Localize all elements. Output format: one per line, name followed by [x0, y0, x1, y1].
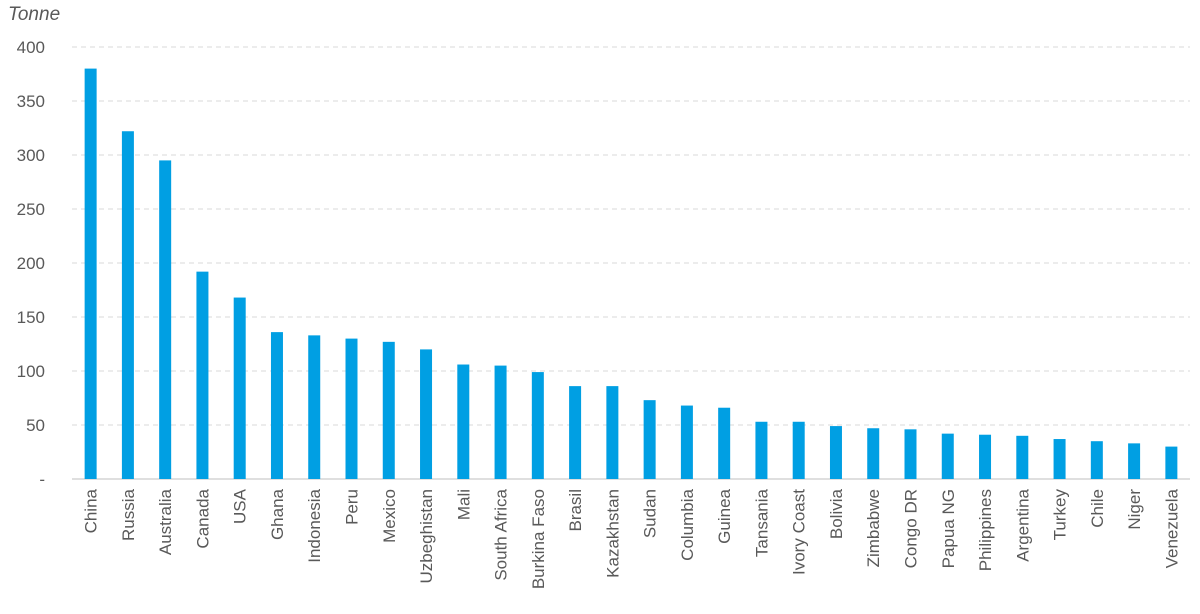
x-category-label: China: [82, 488, 101, 533]
y-axis-unit-label: Tonne: [8, 4, 60, 25]
bar-ivory-coast: [792, 421, 805, 479]
bar-tansania: [755, 421, 768, 479]
bar-indonesia: [308, 335, 321, 479]
x-category-label: Burkina Faso: [529, 489, 548, 589]
bar-usa: [233, 297, 246, 479]
x-category-label: Australia: [156, 488, 175, 555]
bar-australia: [159, 160, 172, 479]
x-category-label: Sudan: [641, 489, 660, 538]
bars: [84, 68, 1178, 480]
y-tick-label: 50: [26, 416, 45, 435]
bar-burkina-faso: [531, 372, 544, 479]
bar-china: [84, 68, 97, 479]
x-category-label: Congo DR: [902, 489, 921, 568]
x-category-label: Canada: [193, 488, 212, 548]
x-category-label: Turkey: [1051, 489, 1070, 541]
x-category-label: USA: [231, 488, 250, 524]
bar-zimbabwe: [867, 428, 880, 479]
y-tick-label: 200: [17, 254, 45, 273]
x-category-label: Argentina: [1013, 488, 1032, 561]
y-tick-label: 400: [17, 38, 45, 57]
bar-south-africa: [494, 365, 507, 479]
bar-kazakhstan: [606, 386, 619, 479]
bar-guinea: [718, 407, 731, 479]
y-tick-label: 100: [17, 362, 45, 381]
bar-peru: [345, 338, 358, 479]
y-axis-ticks: - 50 100 150 200 250 300 350 400: [17, 38, 45, 489]
bar-brasil: [569, 386, 582, 479]
x-category-label: Guinea: [715, 488, 734, 543]
x-category-label: South Africa: [492, 488, 511, 580]
y-tick-label: 150: [17, 308, 45, 327]
y-tick-label: 350: [17, 92, 45, 111]
x-category-label: Ivory Coast: [790, 489, 809, 575]
bar-mexico: [382, 341, 395, 479]
x-category-label: Bolivia: [827, 488, 846, 539]
bar-mali: [457, 364, 470, 479]
x-category-label: Indonesia: [305, 488, 324, 562]
y-tick-label: -: [39, 470, 45, 489]
x-axis-labels: China Russia Australia Canada USA Ghana Indone…: [82, 488, 1182, 589]
y-tick-label: 250: [17, 200, 45, 219]
bar-papua-ng: [941, 433, 954, 479]
x-category-label: Brasil: [566, 489, 585, 532]
bar-congo-dr: [904, 429, 917, 479]
bar-columbia: [680, 405, 693, 479]
bar-canada: [196, 271, 209, 479]
x-category-label: Chile: [1088, 489, 1107, 528]
bar-russia: [121, 131, 134, 480]
x-category-label: Kazakhstan: [603, 489, 622, 578]
x-category-label: Philippines: [976, 489, 995, 571]
bar-argentina: [1016, 435, 1029, 479]
bar-niger: [1128, 443, 1141, 479]
bar-turkey: [1053, 439, 1066, 479]
y-tick-label: 300: [17, 146, 45, 165]
bar-sudan: [643, 400, 656, 479]
x-category-label: Russia: [119, 488, 138, 541]
x-category-label: Mexico: [380, 489, 399, 543]
bar-ghana: [270, 332, 283, 479]
x-category-label: Tansania: [752, 488, 771, 557]
bar-chile: [1090, 441, 1103, 479]
x-category-label: Mali: [454, 489, 473, 520]
x-category-label: Papua NG: [939, 489, 958, 568]
x-category-label: Columbia: [678, 488, 697, 560]
x-category-label: Zimbabwe: [864, 489, 883, 567]
x-category-label: Peru: [343, 489, 362, 525]
x-category-label: Uzbeghistan: [417, 489, 436, 584]
x-category-label: Ghana: [268, 488, 287, 540]
bar-venezuela: [1165, 446, 1178, 479]
x-category-label: Venezuela: [1162, 488, 1181, 568]
bar-uzbeghistan: [420, 349, 433, 479]
bar-philippines: [979, 434, 992, 479]
gridlines: [72, 46, 1190, 480]
bar-bolivia: [829, 426, 842, 479]
x-category-label: Niger: [1125, 489, 1144, 530]
